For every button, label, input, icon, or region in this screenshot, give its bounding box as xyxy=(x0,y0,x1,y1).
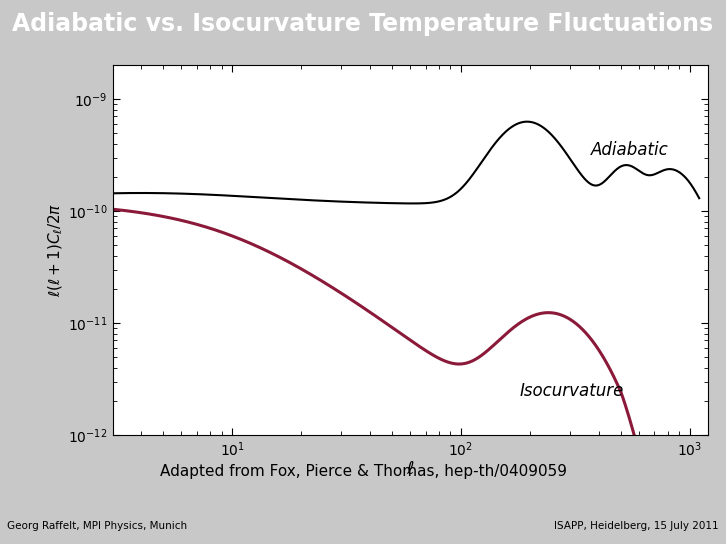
Text: Georg Raffelt, MPI Physics, Munich: Georg Raffelt, MPI Physics, Munich xyxy=(7,521,187,531)
Y-axis label: $\ell(\ell+1)C_\ell/2\pi$: $\ell(\ell+1)C_\ell/2\pi$ xyxy=(47,203,65,298)
Text: Adiabatic vs. Isocurvature Temperature Fluctuations: Adiabatic vs. Isocurvature Temperature F… xyxy=(12,11,714,35)
Text: Isocurvature: Isocurvature xyxy=(519,381,624,400)
Text: Adiabatic: Adiabatic xyxy=(591,141,669,159)
Text: ISAPP, Heidelberg, 15 July 2011: ISAPP, Heidelberg, 15 July 2011 xyxy=(554,521,719,531)
X-axis label: $\ell$: $\ell$ xyxy=(406,460,415,478)
Text: Adapted from Fox, Pierce & Thomas, hep-th/0409059: Adapted from Fox, Pierce & Thomas, hep-t… xyxy=(160,463,566,479)
